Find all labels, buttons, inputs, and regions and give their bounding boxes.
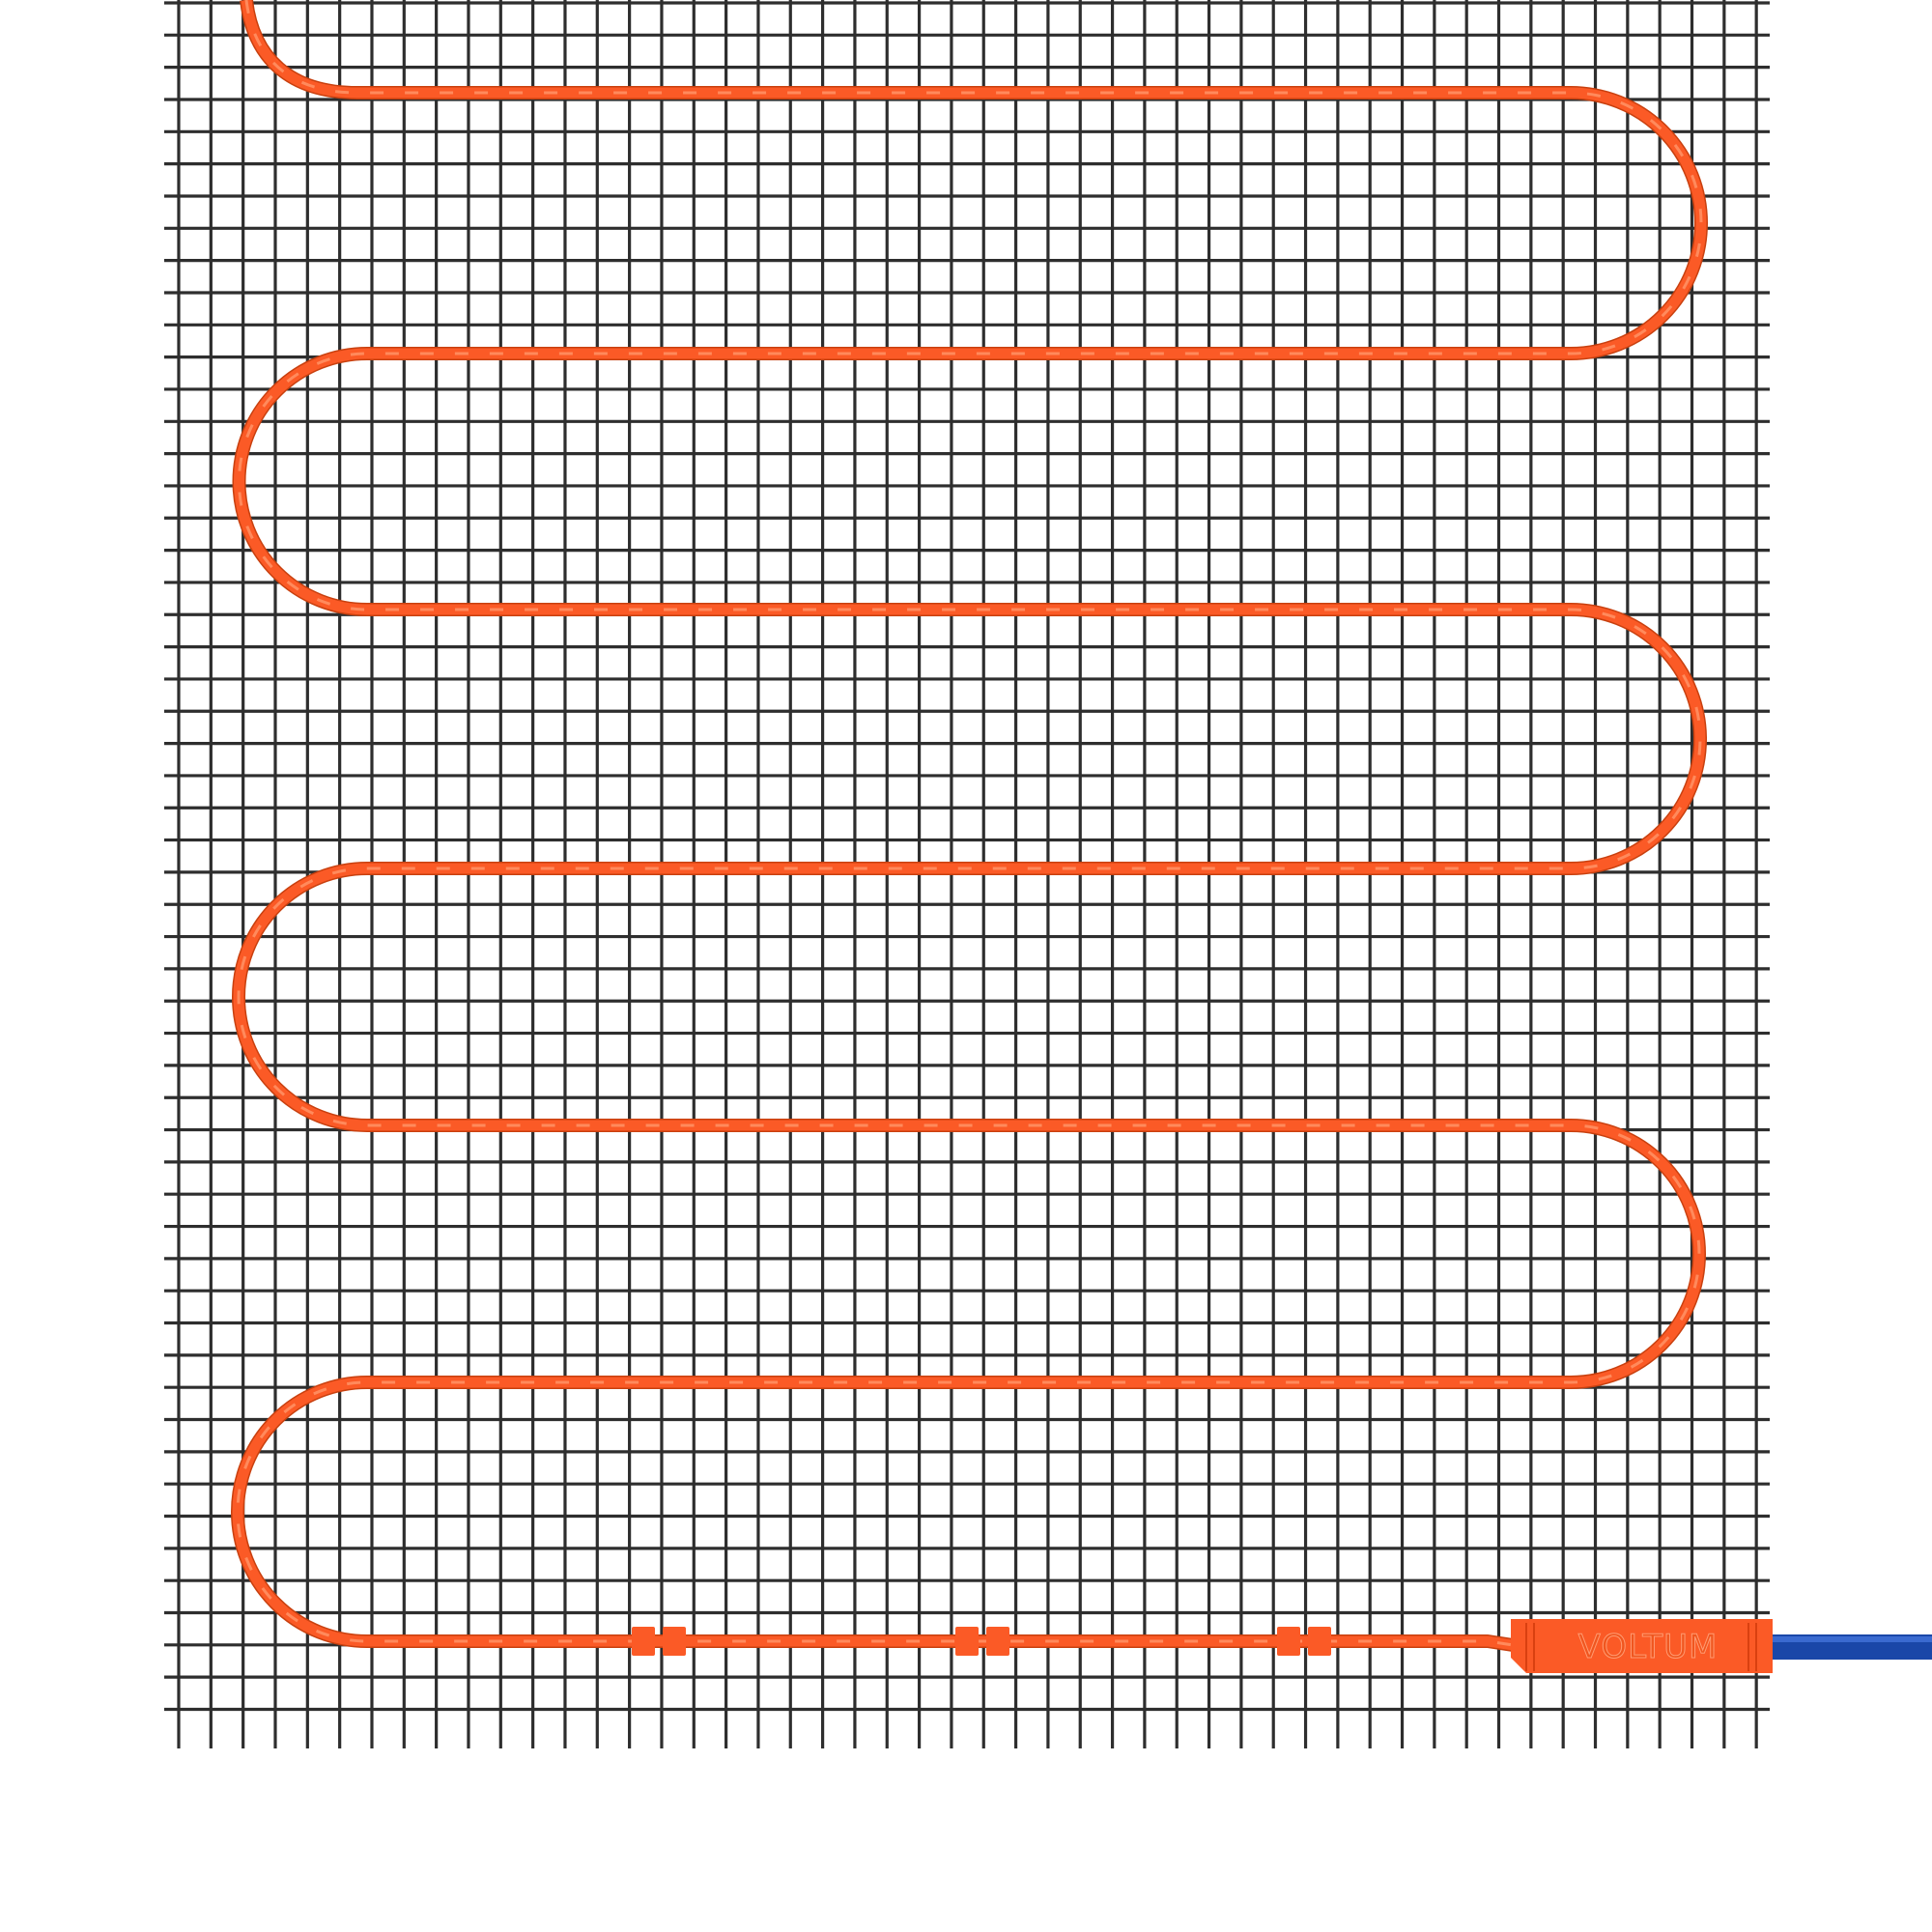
connector-body <box>1511 1619 1773 1673</box>
blue-cold-lead-highlight <box>1768 1636 1932 1642</box>
brand-logo: VOLTUM <box>1578 1628 1719 1666</box>
cable-shadow <box>231 0 1708 1652</box>
cable-clip <box>1277 1627 1300 1656</box>
cable-clip <box>663 1627 686 1656</box>
cable-clip <box>955 1627 979 1656</box>
heating-cable <box>231 0 1708 1652</box>
cable-clip <box>986 1627 1009 1656</box>
cable-body <box>232 0 1707 1651</box>
cable-clip <box>632 1627 655 1656</box>
power-lead-wire <box>1768 1634 1932 1660</box>
cable-clip <box>1308 1627 1331 1656</box>
cable-winding-highlight <box>236 0 1703 1647</box>
cable-clips <box>632 1627 1331 1656</box>
cable-connector-sleeve: VOLTUM <box>1511 1619 1773 1673</box>
